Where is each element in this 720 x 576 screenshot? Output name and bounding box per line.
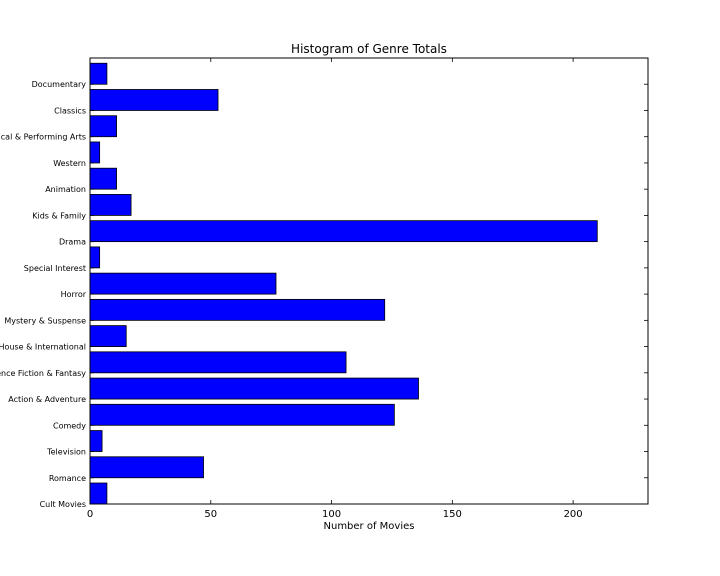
category-label: Art House & International: [0, 343, 86, 352]
x-ticks: 0 50 100 150 200: [87, 58, 583, 520]
x-tick-label: 0: [87, 509, 93, 520]
bar: [89, 167, 117, 190]
bar: [89, 220, 598, 243]
category-label: Comedy: [53, 421, 86, 430]
x-tick-label: 100: [322, 509, 341, 520]
category-label: Horror: [61, 290, 87, 299]
category-label: Musical & Performing Arts: [0, 133, 86, 142]
x-axis-label: Number of Movies: [324, 521, 415, 532]
x-tick-label: 50: [204, 509, 217, 520]
bar: [89, 430, 103, 452]
bar: [89, 351, 347, 374]
y-ticks: [90, 83, 648, 505]
category-label: Television: [46, 448, 86, 457]
bar: [89, 62, 108, 85]
x-tick-label: 150: [443, 509, 462, 520]
category-labels: Cult Movies Romance Television Comedy Action…: [0, 80, 87, 509]
bar: [89, 141, 101, 164]
category-label: Documentary: [32, 80, 87, 89]
category-label: Classics: [54, 106, 86, 115]
x-tick-label: 200: [564, 509, 583, 520]
plot-frame: [89, 57, 649, 505]
bar: [89, 246, 101, 269]
category-label: Special Interest: [24, 264, 86, 273]
bar: [89, 298, 386, 321]
bar: [89, 194, 132, 216]
bar: [89, 272, 277, 295]
bar: [89, 89, 219, 111]
category-label: Romance: [49, 474, 86, 483]
category-label: Western: [53, 159, 86, 168]
category-label: Action & Adventure: [8, 395, 86, 404]
category-label: Drama: [59, 238, 86, 247]
category-label: Science Fiction & Fantasy: [0, 369, 86, 378]
category-label: Cult Movies: [40, 500, 86, 509]
bar: [89, 115, 117, 138]
bar: [89, 377, 419, 400]
bar: [89, 482, 108, 505]
bar: [89, 456, 204, 479]
bar: [89, 325, 127, 347]
bars-group: [89, 62, 598, 505]
bar: [89, 403, 395, 426]
category-label: Mystery & Suspense: [4, 316, 86, 325]
category-label: Kids & Family: [32, 211, 86, 220]
category-label: Animation: [45, 185, 86, 194]
chart-title: Histogram of Genre Totals: [291, 42, 447, 56]
